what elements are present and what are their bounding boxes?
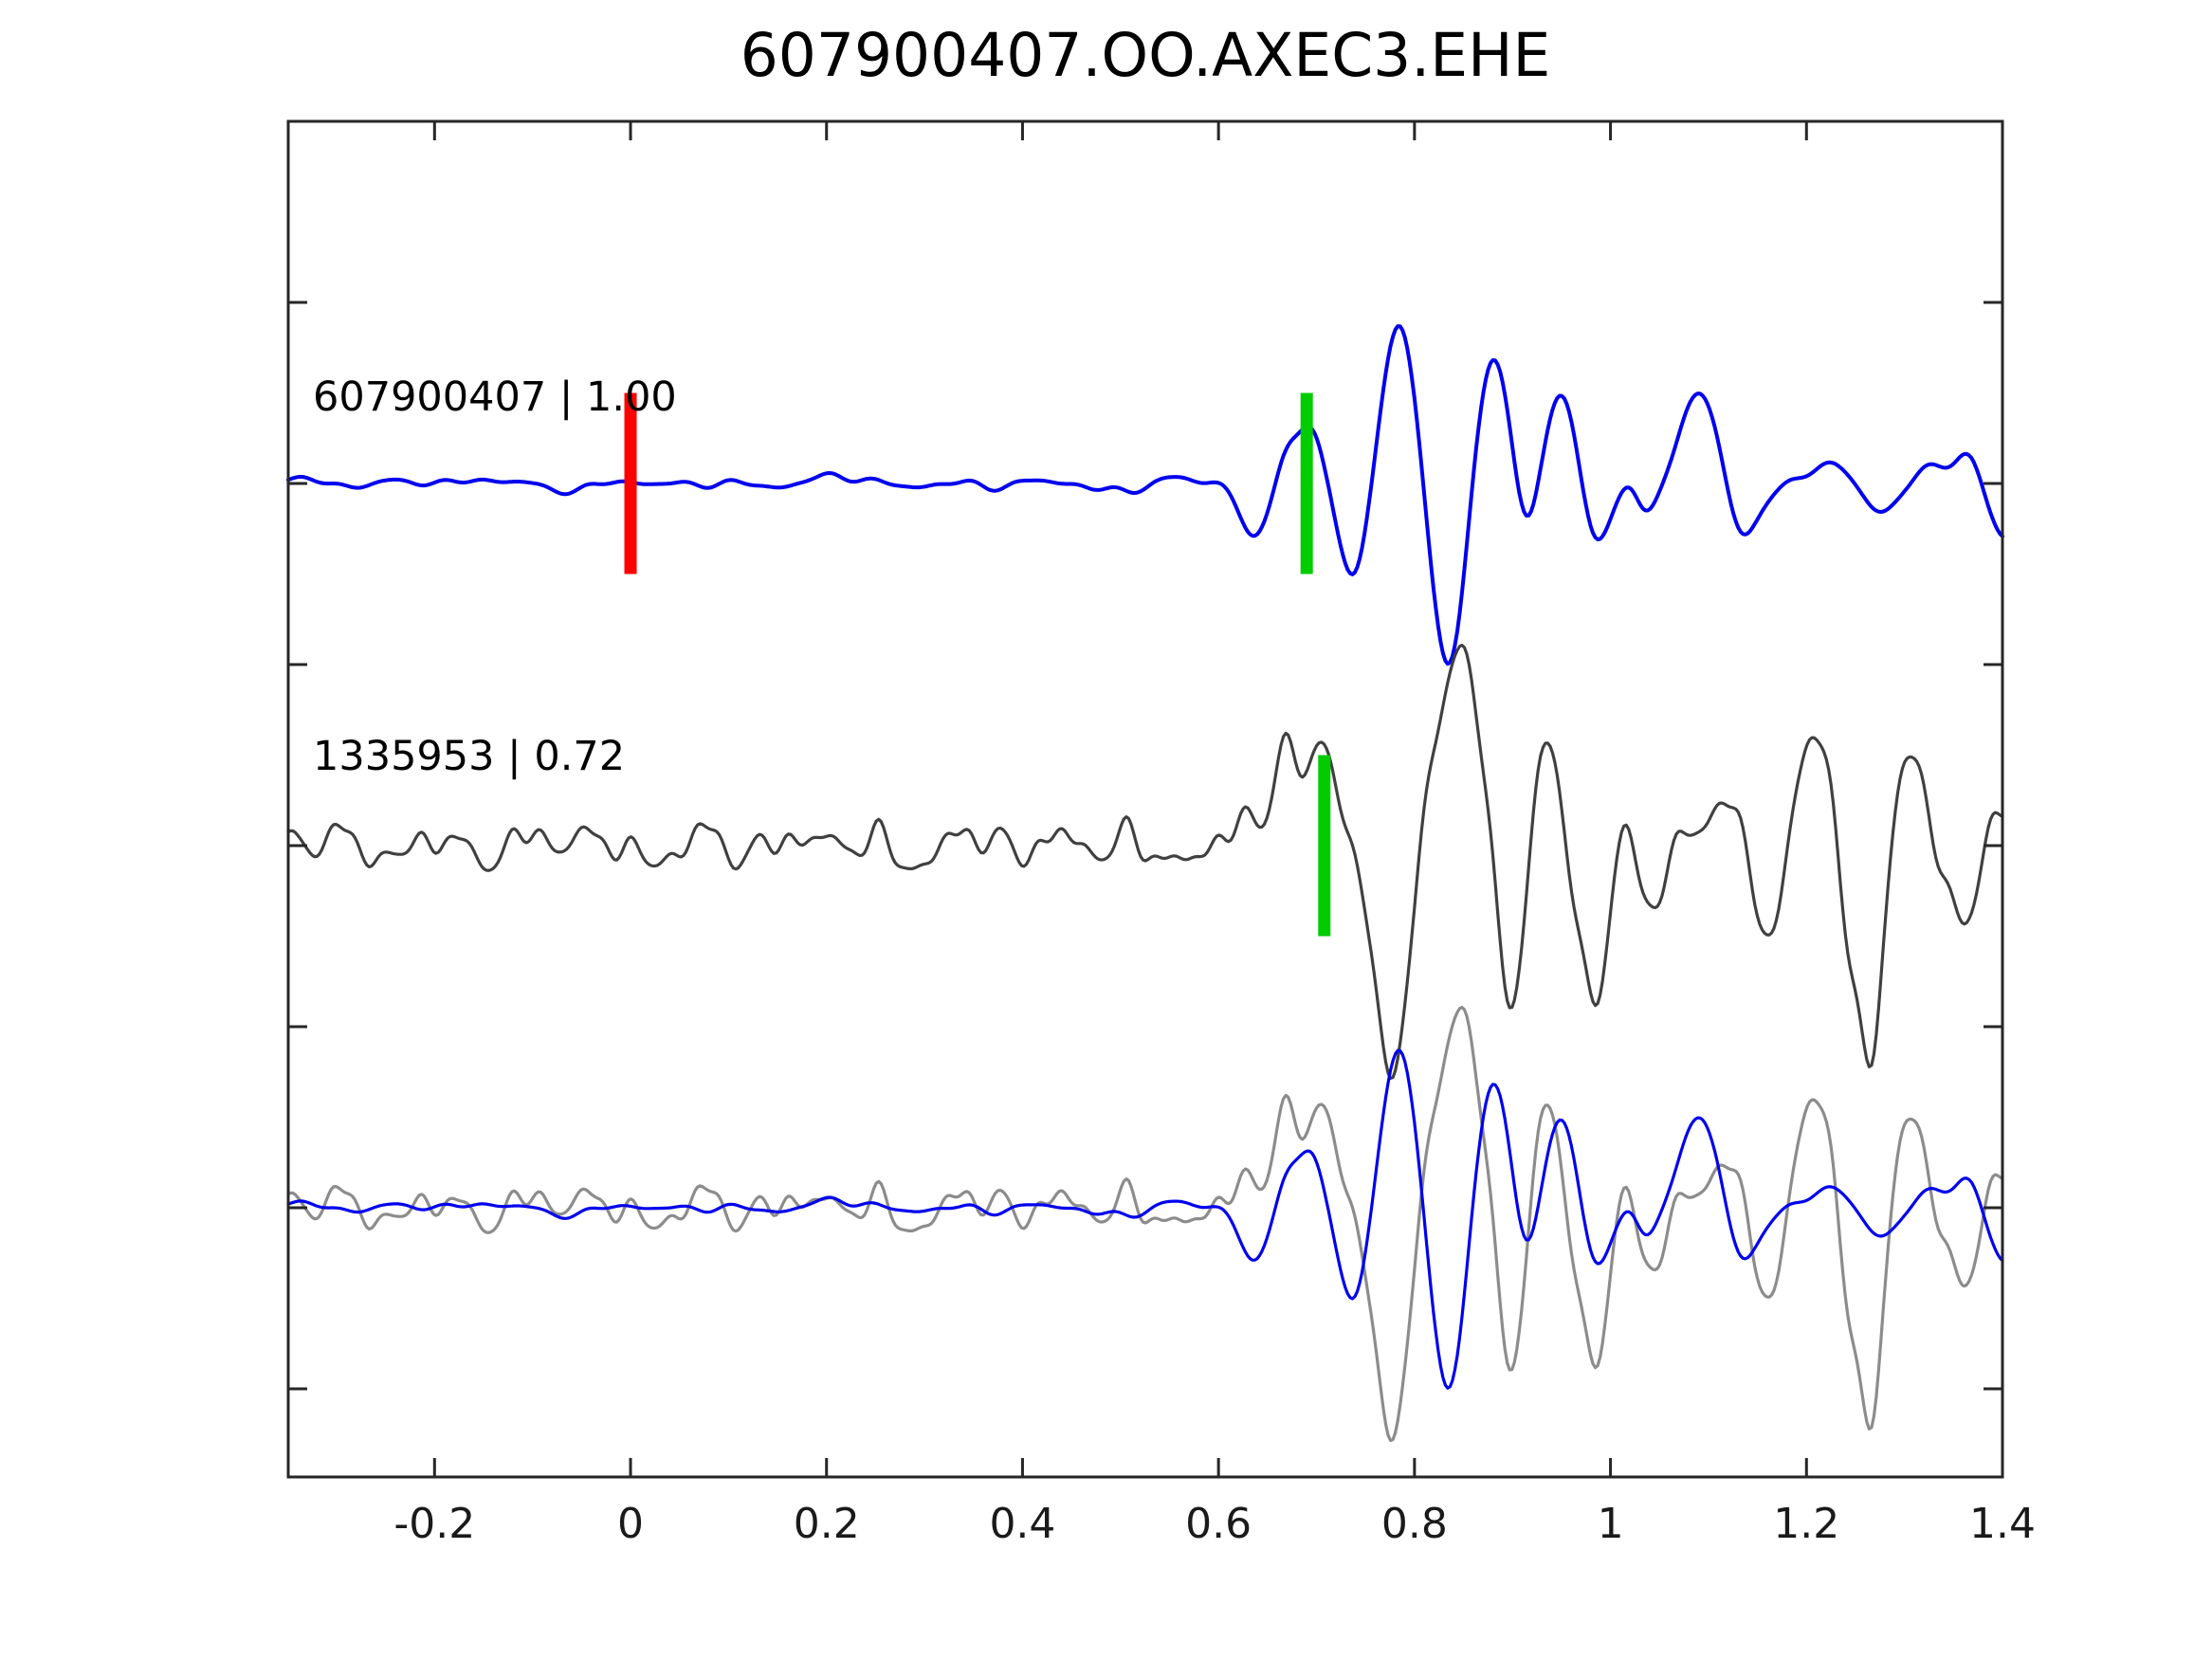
template-trace-path: [286, 324, 2004, 666]
template-trace-label: 607900407 | 1.00: [313, 374, 677, 421]
x-tick-label: -0.2: [393, 1500, 475, 1548]
detection-trace-path: [286, 643, 2004, 1081]
overlay-detection-trace-path: [286, 1005, 2004, 1443]
detection-trace-label: 1335953 | 0.72: [313, 733, 625, 780]
trace-layer: [286, 324, 2004, 1443]
axes-box: [286, 119, 2004, 1479]
x-tick-label: 0: [617, 1500, 644, 1548]
x-tick-label: 1.2: [1773, 1500, 1839, 1548]
x-tick-label: 1.4: [1969, 1500, 2036, 1548]
x-tick-label: 0.6: [1185, 1500, 1252, 1548]
axes-layer: [286, 119, 2004, 1479]
overlay-template-trace-path: [286, 1048, 2004, 1390]
tick-label-layer: -0.2 0 0.2 0.4 0.6 0.8 1 1.2 1.4: [393, 1500, 2036, 1548]
x-tick-label: 0.8: [1381, 1500, 1448, 1548]
x-tick-label: 1: [1598, 1500, 1624, 1548]
pick-marker-layer: [624, 392, 1331, 937]
x-tick-label: 0.2: [794, 1500, 860, 1548]
figure-title: 607900407.OO.AXEC3.EHE: [740, 21, 1551, 90]
x-tick-label: 0.4: [989, 1500, 1055, 1548]
